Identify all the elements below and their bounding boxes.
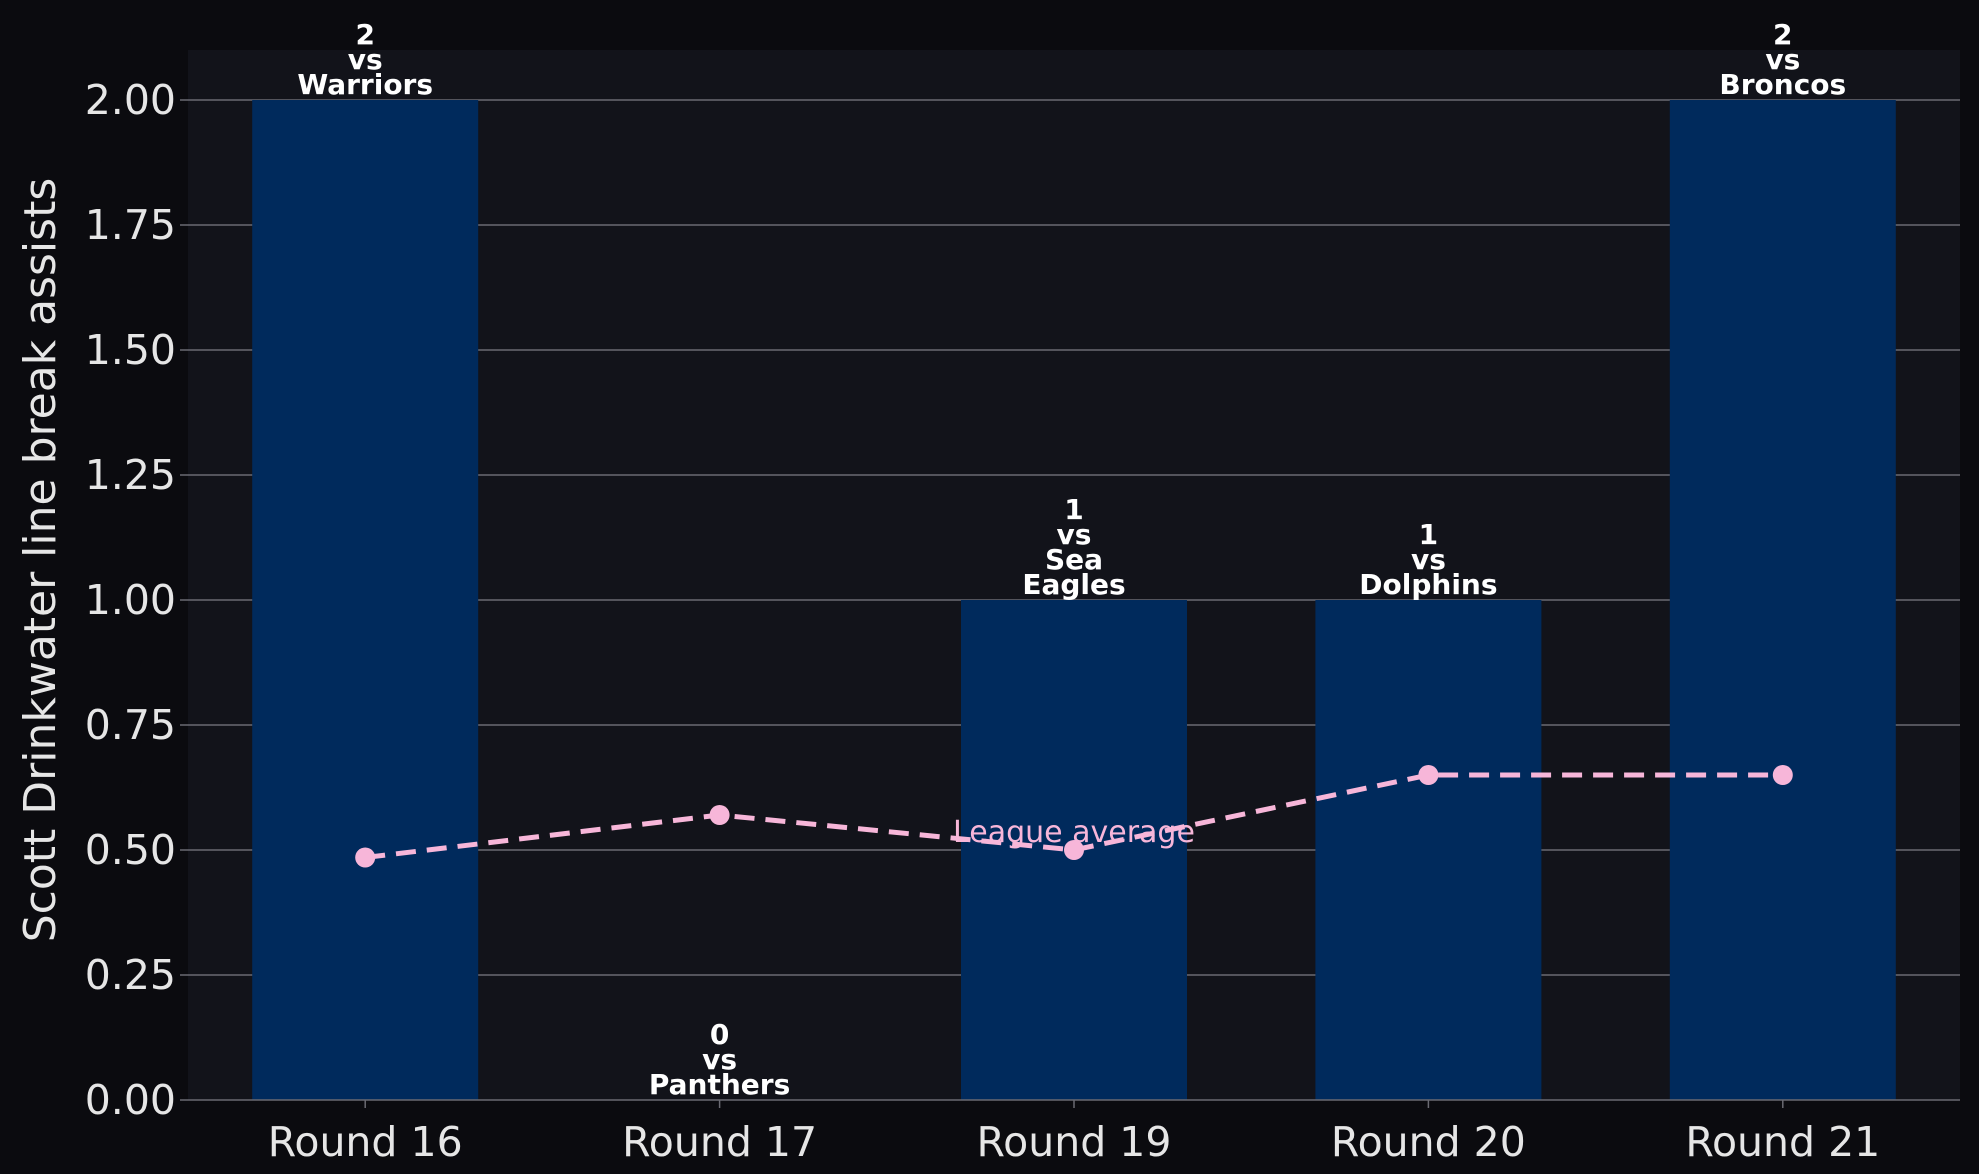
bar-annotation-line: vs [348,43,383,76]
bar-annotation-line: Broncos [1719,68,1846,101]
bar-annotation-line: Dolphins [1359,568,1497,601]
bar-annotation-line: vs [1057,518,1092,551]
bar-annotation-line: vs [702,1043,737,1076]
bar-annotation-line: Warriors [297,68,433,101]
x-tick-label: Round 16 [268,1118,463,1166]
x-tick-label: Round 19 [977,1118,1172,1166]
bar-annotation-line: 1 [1064,493,1083,526]
bar-round-20 [1315,600,1542,1100]
bar-round-21 [1669,100,1896,1100]
bar-annotation-line: Sea [1045,543,1103,576]
y-axis-title: Scott Drinkwater line break assists [15,178,66,943]
bar-annotation-line: 2 [355,18,374,51]
bar-annotation-line: vs [1765,43,1800,76]
y-tick-label: 2.00 [85,76,176,124]
y-tick-label: 1.75 [85,201,176,249]
y-tick-label: 1.25 [85,451,176,499]
y-tick-label: 1.50 [85,326,176,374]
y-axis-ticks: 0.00 0.25 0.50 0.75 1.00 1.25 1.50 1.75 2.00 [85,76,188,1124]
bar-annotation-line: 2 [1773,18,1792,51]
y-tick-label: 0.00 [85,1076,176,1124]
league-average-line: League average [355,765,1793,868]
y-tick-label: 0.50 [85,826,176,874]
y-tick-label: 1.00 [85,576,176,624]
league-average-point-0 [355,847,376,868]
league-average-point-2 [1064,840,1084,860]
x-tick-label: Round 17 [622,1118,817,1166]
bar-round-16 [252,100,479,1100]
bar-annotation-line: 1 [1419,518,1438,551]
bar-annotation-line: Eagles [1022,568,1125,601]
league-average-point-3 [1418,765,1439,785]
bars [252,100,1896,1100]
bar-annotation-line: Panthers [649,1068,790,1101]
bar-labels: 2vsWarriors0vsPanthers1vsSeaEagles1vsDol… [297,18,1846,1101]
y-tick-label: 0.25 [85,951,176,999]
league-average-point-4 [1772,765,1793,785]
league-average-label: League average [953,815,1195,850]
x-tick-label: Round 20 [1331,1118,1526,1166]
bar-annotation-line: 0 [710,1018,729,1051]
x-axis-ticks: Round 16 Round 17 Round 19 Round 20 Round 21 [268,1100,1880,1166]
y-tick-label: 0.75 [85,701,176,749]
bar-annotation-line: vs [1411,543,1446,576]
league-average-point-1 [709,805,730,825]
x-tick-label: Round 21 [1685,1118,1880,1166]
